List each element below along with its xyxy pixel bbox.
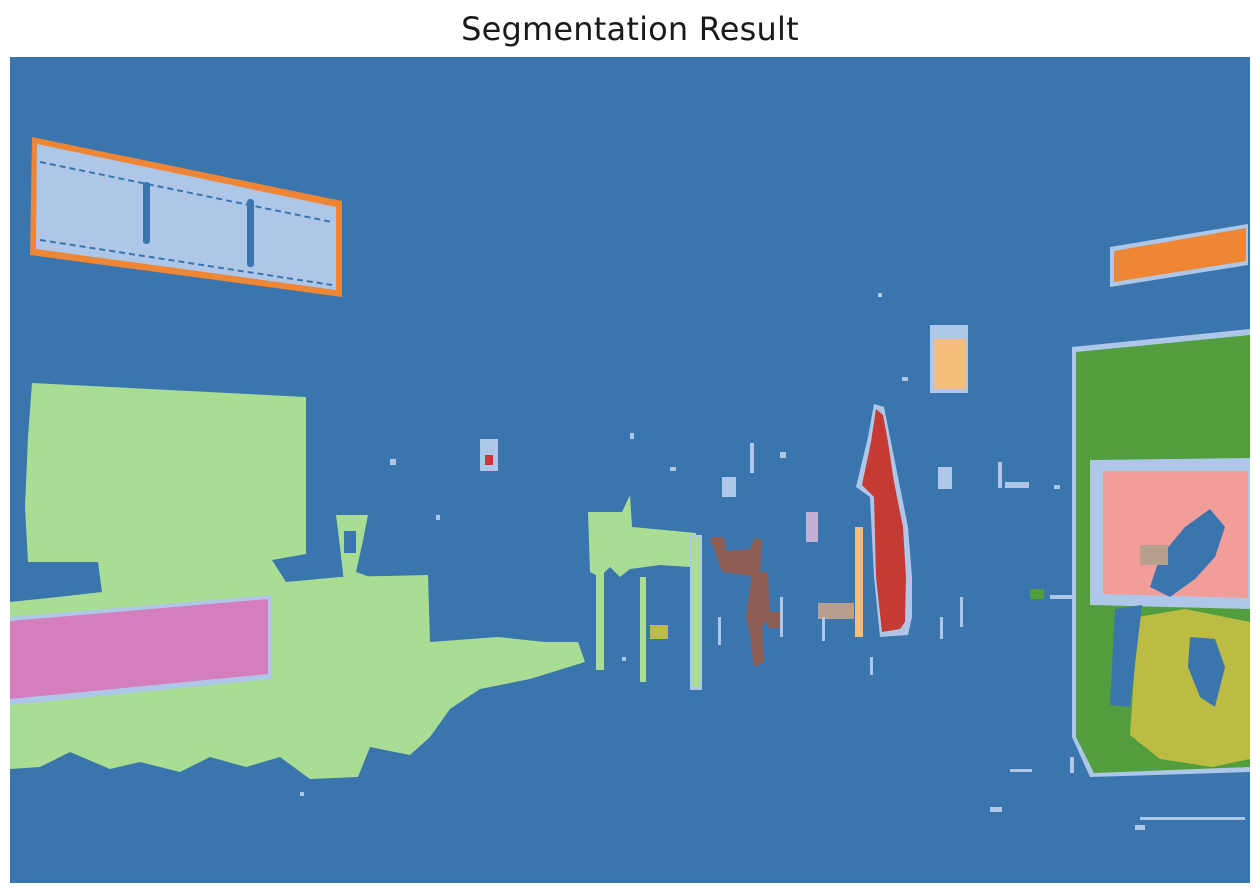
cabinet-cutout xyxy=(1188,637,1225,707)
sign-region xyxy=(36,144,336,290)
window-object xyxy=(1140,545,1168,565)
chair-leg xyxy=(640,577,646,682)
chair-leg xyxy=(596,565,604,670)
table-part xyxy=(818,603,854,619)
object-region xyxy=(806,512,818,542)
cabinet-region xyxy=(1130,609,1250,767)
small-object-region xyxy=(485,455,493,465)
sign-mark xyxy=(143,182,150,244)
chairs-region xyxy=(588,495,700,577)
segmentation-image xyxy=(10,57,1250,883)
pillar-detail xyxy=(344,531,356,553)
chair-seat xyxy=(650,625,668,639)
chart-title: Segmentation Result xyxy=(461,10,799,48)
counter-region xyxy=(10,599,268,699)
person-region xyxy=(862,409,906,632)
window-region xyxy=(1103,471,1248,598)
table-part xyxy=(768,612,782,628)
pole-region xyxy=(855,527,863,637)
lamp-region xyxy=(934,339,966,389)
window-cutout xyxy=(1150,509,1225,597)
noise-specks xyxy=(300,293,1245,830)
door-gap xyxy=(1110,605,1142,707)
chair-leg xyxy=(692,537,700,687)
table-region xyxy=(710,537,762,579)
banner-region xyxy=(1114,228,1246,282)
small-object-region xyxy=(1030,589,1044,599)
table-region xyxy=(746,572,770,667)
sign-mark xyxy=(247,199,254,267)
